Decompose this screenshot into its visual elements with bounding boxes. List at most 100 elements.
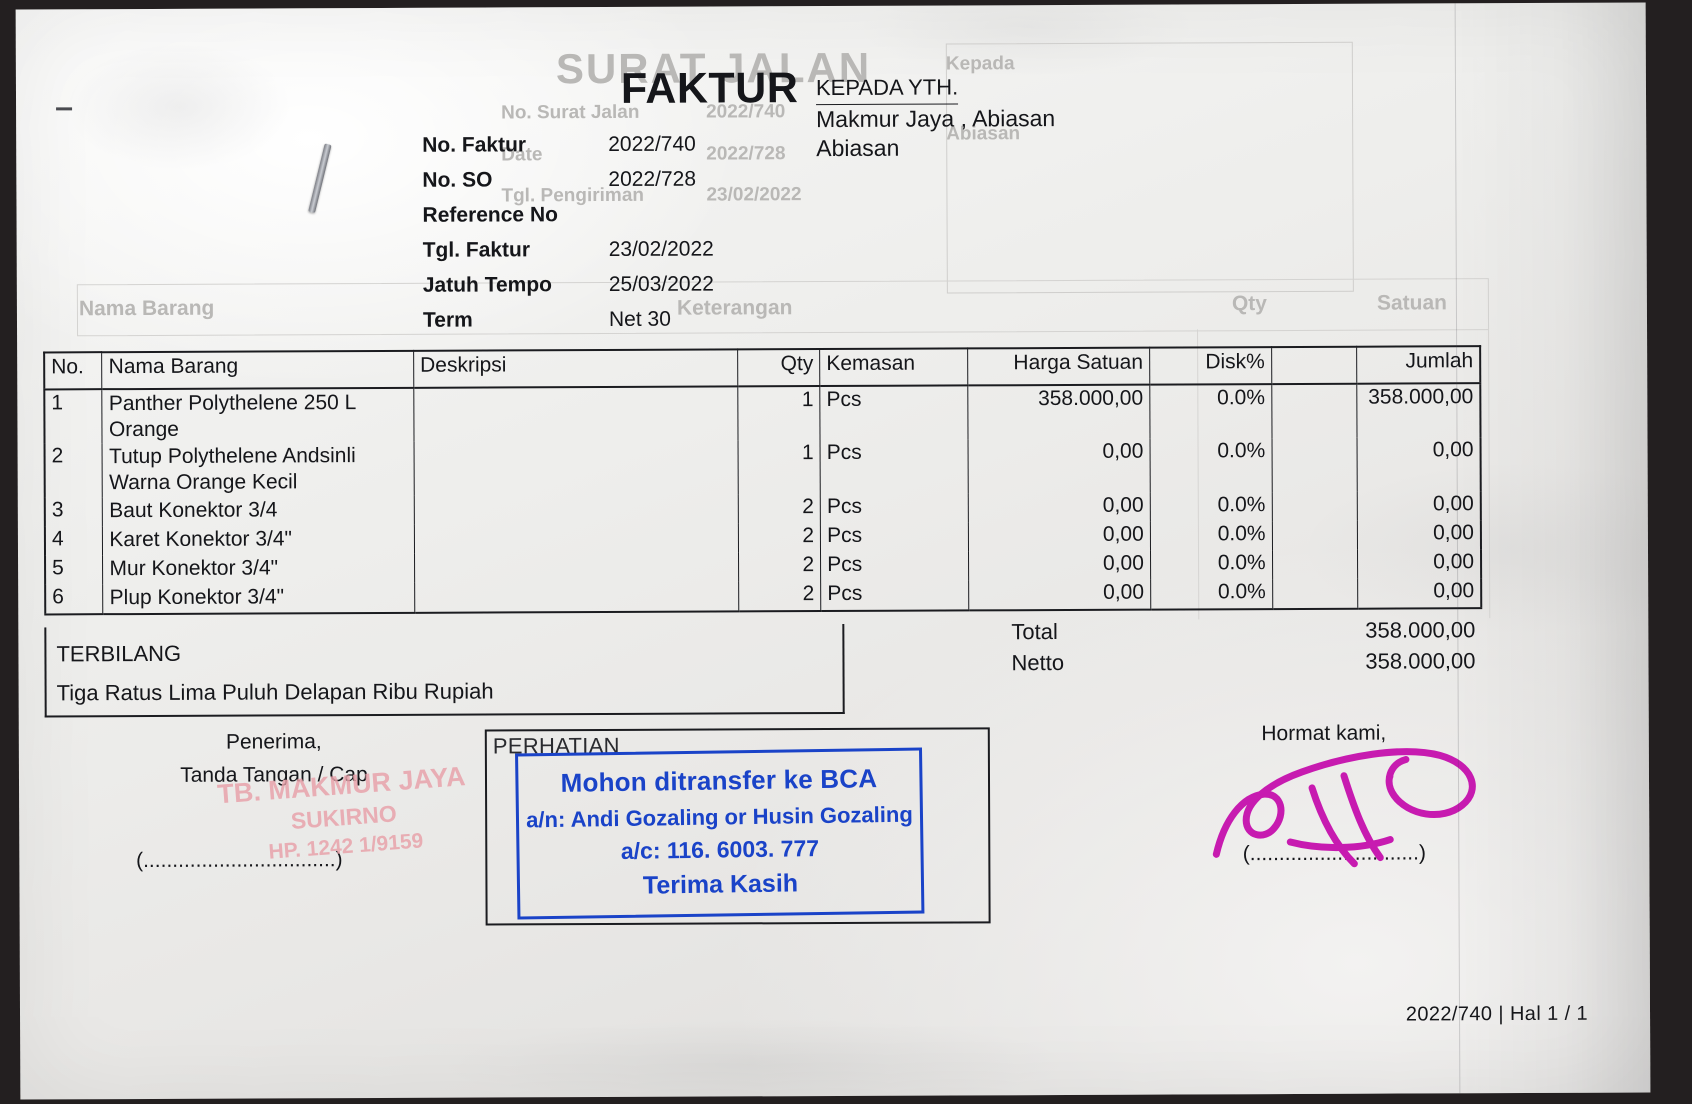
notice-line-2: a/n: Andi Gozaling or Husin Gozaling xyxy=(526,801,913,833)
cell-no: 3 xyxy=(44,497,103,527)
cell-harga: 0,00 xyxy=(968,492,1151,523)
cell-desc xyxy=(413,386,739,443)
cell-name: Tutup Polythelene Andsinli Warna Orange … xyxy=(102,442,415,498)
cell-name: Panther Polythelene 250 L Orange xyxy=(102,387,414,444)
cell-disk: 0.0% xyxy=(1150,521,1273,551)
col-header-gap xyxy=(1271,346,1358,385)
terbilang-box: TERBILANG Tiga Ratus Lima Puluh Delapan … xyxy=(44,623,845,718)
sender-signature-block: Hormat kami, xyxy=(1159,721,1489,746)
cell-disk: 0.0% xyxy=(1150,550,1273,580)
meta-key: No. SO xyxy=(422,168,493,192)
meta-value: Net 30 xyxy=(608,307,671,331)
terbilang-label: TERBILANG xyxy=(56,640,182,667)
cell-gap xyxy=(1272,549,1359,580)
table-row: 1 Panther Polythelene 250 L Orange 1 Pcs… xyxy=(44,383,1481,444)
recipient-block: KEPADA YTH. Makmur Jaya , Abiasan Abiasa… xyxy=(815,72,1236,164)
cell-no: 2 xyxy=(44,443,103,498)
terbilang-text: Tiga Ratus Lima Puluh Delapan Ribu Rupia… xyxy=(56,677,494,705)
ghost-label-satuan: Satuan xyxy=(1376,291,1447,315)
cell-jumlah: 0,00 xyxy=(1357,491,1481,521)
bank-transfer-stamp: Mohon ditransfer ke BCA a/n: Andi Gozali… xyxy=(515,747,925,920)
table-header-row: No. Nama Barang Deskripsi Qty Kemasan Ha… xyxy=(44,346,1481,390)
cell-desc xyxy=(414,494,739,526)
cell-kemasan: Pcs xyxy=(820,551,969,582)
cell-desc xyxy=(414,552,739,584)
notice-line-1: Mohon ditransfer ke BCA xyxy=(560,763,878,798)
meta-value: 2022/740 xyxy=(608,132,696,156)
receiver-signature-line: (.................................) xyxy=(136,848,343,873)
meta-key: Jatuh Tempo xyxy=(422,273,553,297)
cell-kemasan: Pcs xyxy=(819,385,969,441)
cell-kemasan: Pcs xyxy=(820,493,969,524)
notice-line-3: a/c: 116. 6003. 777 xyxy=(620,835,820,864)
netto-value: 358.000,00 xyxy=(1365,648,1476,674)
col-header-no: No. xyxy=(44,352,103,390)
cell-qty: 2 xyxy=(738,552,821,582)
meta-value: 25/03/2022 xyxy=(608,272,714,296)
cell-jumlah: 358.000,00 xyxy=(1357,383,1481,438)
staple-icon xyxy=(308,143,332,214)
netto-label: Netto xyxy=(1011,649,1065,676)
total-value: 358.000,00 xyxy=(1365,617,1476,643)
col-header-disk: Disk% xyxy=(1149,347,1272,385)
cell-desc xyxy=(414,581,740,614)
cell-qty: 2 xyxy=(738,581,821,612)
cell-kemasan: Pcs xyxy=(820,580,969,612)
footer-reference: 2022/740 | Hal 1 / 1 xyxy=(1405,1002,1589,1026)
receiver-signature-block: Penerima, Tanda Tangan / Cap xyxy=(109,726,439,793)
cell-disk: 0.0% xyxy=(1150,492,1273,522)
red-stamp-line-2: SUKIRNO xyxy=(289,800,398,835)
meta-value xyxy=(608,202,848,203)
cell-harga: 0,00 xyxy=(968,521,1151,552)
recipient-city: Abiasan xyxy=(816,135,900,162)
meta-row-jatuh-tempo: Jatuh Tempo 25/03/2022 xyxy=(423,272,849,309)
table-row: 2 Tutup Polythelene Andsinli Warna Orang… xyxy=(44,437,1481,498)
cell-harga: 0,00 xyxy=(968,579,1151,611)
cell-jumlah: 0,00 xyxy=(1357,549,1482,579)
cell-disk: 0.0% xyxy=(1149,384,1272,439)
invoice-meta: No. Faktur 2022/740 No. SO 2022/728 Refe… xyxy=(422,132,849,344)
meta-row-no-so: No. SO 2022/728 xyxy=(422,167,848,204)
col-header-qty: Qty xyxy=(737,349,820,387)
table-row: 6 Plup Konektor 3/4" 2 Pcs 0,00 0.0% 0,0… xyxy=(45,578,1482,615)
meta-key: Term xyxy=(422,308,473,332)
cell-desc xyxy=(413,440,739,497)
ghost-label-qty: Qty xyxy=(1231,292,1267,316)
total-label: Total xyxy=(1011,619,1058,645)
recipient-name: Makmur Jaya , Abiasan xyxy=(816,104,1056,132)
cell-name: Mur Konektor 3/4" xyxy=(102,554,415,585)
cell-qty: 2 xyxy=(738,523,821,553)
sender-signature-line: (.............................) xyxy=(1242,841,1426,866)
meta-row-tgl-faktur: Tgl. Faktur 23/02/2022 xyxy=(423,237,849,274)
cell-no: 5 xyxy=(45,555,104,585)
cell-disk: 0.0% xyxy=(1150,579,1273,610)
meta-key: Tgl. Faktur xyxy=(422,238,531,262)
col-header-jumlah: Jumlah xyxy=(1357,346,1481,384)
col-header-kemasan: Kemasan xyxy=(819,348,968,387)
totals-block: Total 358.000,00 Netto 358.000,00 xyxy=(1003,617,1483,681)
cell-jumlah: 0,00 xyxy=(1358,578,1482,609)
totals-row-netto: Netto 358.000,00 xyxy=(1003,648,1483,681)
invoice-paper: SURAT JALAN No. Surat Jalan 2022/740 Dat… xyxy=(15,2,1651,1100)
col-header-harga: Harga Satuan xyxy=(967,347,1150,386)
handwritten-signature xyxy=(1212,748,1476,868)
cell-qty: 1 xyxy=(738,440,821,495)
col-header-desc: Deskripsi xyxy=(413,349,739,388)
col-header-name: Nama Barang xyxy=(102,350,414,390)
cell-name: Karet Konektor 3/4" xyxy=(102,525,415,556)
cell-kemasan: Pcs xyxy=(820,439,969,495)
cell-desc xyxy=(414,523,739,555)
meta-row-no-faktur: No. Faktur 2022/740 xyxy=(422,132,848,169)
meta-row-reference-no: Reference No xyxy=(422,202,848,239)
meta-value: 23/02/2022 xyxy=(608,237,714,261)
cell-no: 4 xyxy=(44,526,103,556)
line-items-table: No. Nama Barang Deskripsi Qty Kemasan Ha… xyxy=(43,345,1483,616)
notice-line-4: Terima Kasih xyxy=(642,869,799,900)
cell-name: Plup Konektor 3/4" xyxy=(103,583,415,615)
cell-disk: 0.0% xyxy=(1149,438,1272,493)
totals-row-total: Total 358.000,00 xyxy=(1003,617,1483,650)
cell-qty: 1 xyxy=(738,386,821,441)
cell-gap xyxy=(1272,520,1358,551)
cell-kemasan: Pcs xyxy=(820,522,969,553)
meta-value: 2022/728 xyxy=(608,167,697,191)
